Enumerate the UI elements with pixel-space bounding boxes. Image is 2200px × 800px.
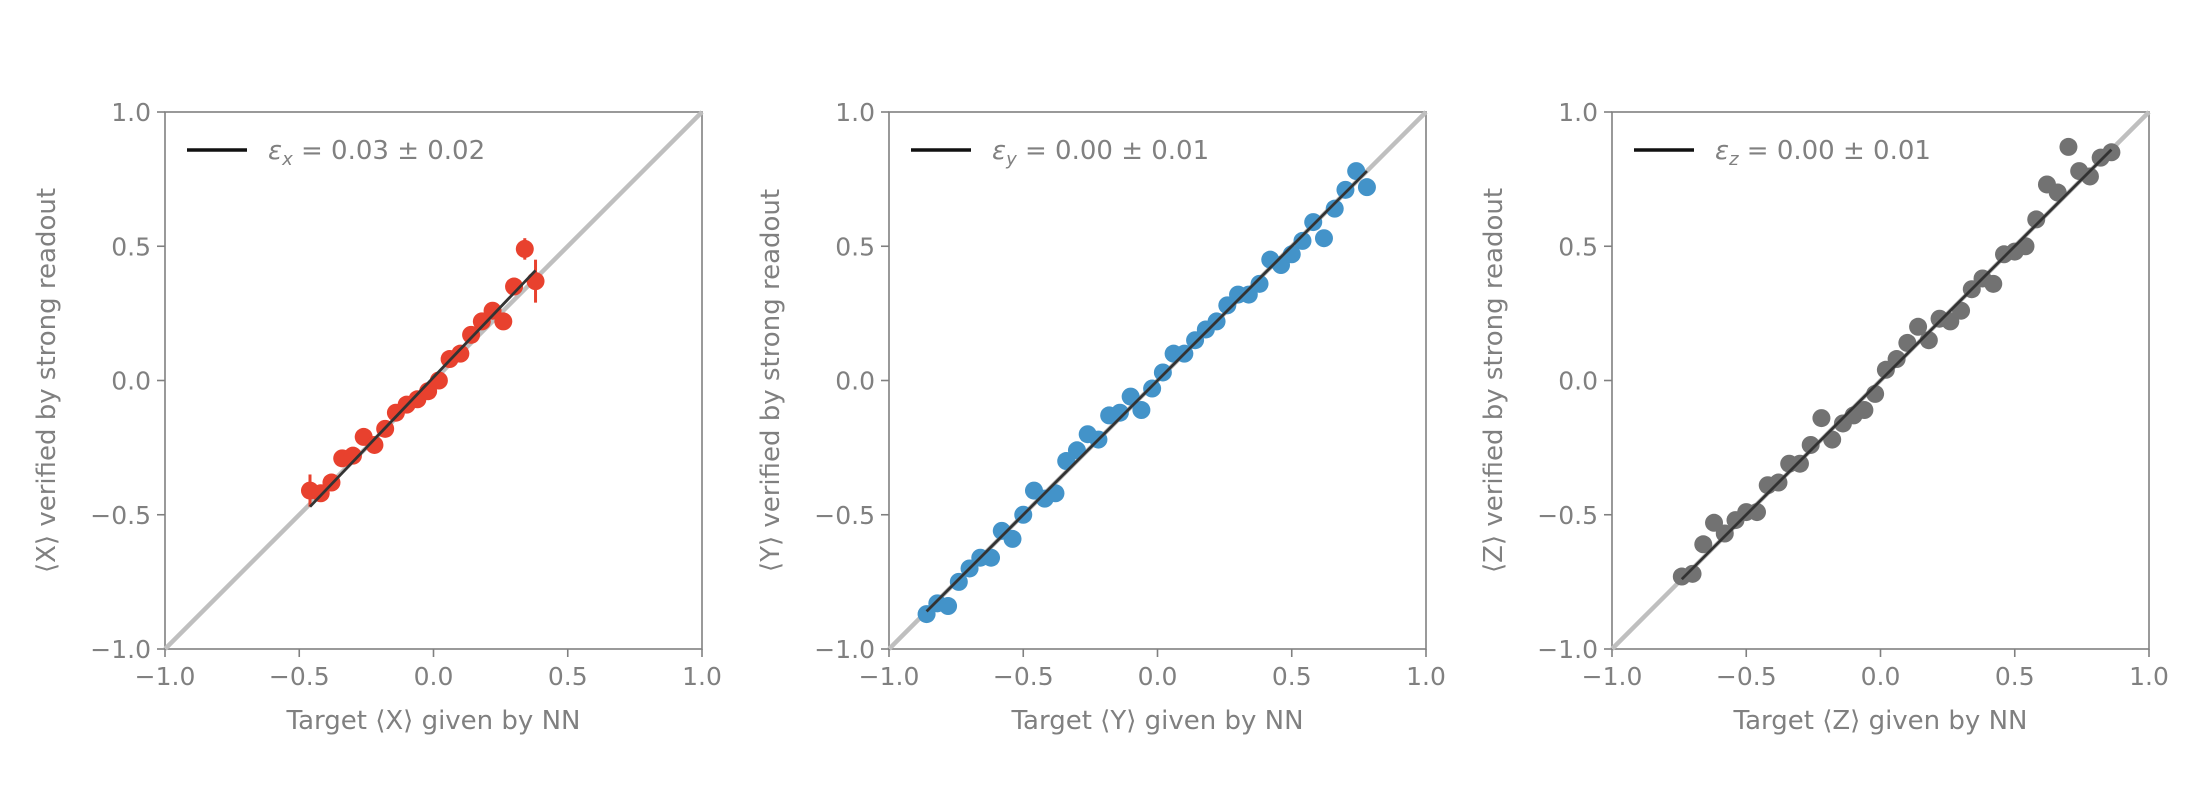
y-tick-label: −0.5 — [1537, 501, 1598, 530]
data-point — [1132, 401, 1151, 420]
data-point — [1250, 274, 1269, 293]
x-tick-label: −1.0 — [135, 662, 196, 691]
data-point — [1801, 435, 1820, 454]
y-axis-label: ⟨Y⟩ verified by strong readout — [756, 189, 786, 572]
x-tick-label: −0.5 — [269, 662, 330, 691]
data-point — [515, 239, 534, 258]
data-point — [1694, 535, 1713, 554]
panel-1: −1.0 −0.5 0.0 0.5 1.0 −1.0 −0.5 0.0 0.5 1.0 Target… — [32, 98, 722, 736]
y-tick-label: −1.0 — [1537, 635, 1598, 664]
data-point — [1003, 529, 1022, 548]
data-point — [1314, 229, 1333, 248]
panel-2: −1.0 −0.5 0.0 0.5 1.0 −1.0 −0.5 0.0 0.5 1.0 Target… — [756, 98, 1446, 736]
y-tick-label: −0.5 — [814, 501, 875, 530]
data-point — [2027, 210, 2046, 229]
fit-line — [925, 170, 1368, 613]
y-tick-label: 1.0 — [1558, 98, 1598, 127]
data-point — [1357, 178, 1376, 197]
y-tick-label: 1.0 — [835, 98, 875, 127]
data-point — [1336, 180, 1355, 199]
data-point — [429, 371, 448, 390]
y-tick-label: 0.5 — [835, 232, 875, 261]
x-tick-label: −1.0 — [1582, 662, 1643, 691]
data-point — [1143, 379, 1162, 398]
data-point — [2059, 137, 2078, 156]
data-point — [939, 597, 958, 616]
data-point — [2102, 143, 2121, 162]
y-tick-label: 0.0 — [1558, 367, 1598, 396]
data-point — [1812, 409, 1831, 428]
data-point — [1293, 231, 1312, 250]
x-tick-label: 1.0 — [1406, 662, 1446, 691]
data-point — [505, 277, 524, 296]
data-point — [462, 325, 481, 344]
y-tick-label: 0.5 — [111, 232, 151, 261]
data-point — [1909, 317, 1928, 336]
data-point — [1887, 350, 1906, 369]
x-tick-label: 0.0 — [1138, 662, 1178, 691]
x-axis-label: Target ⟨Z⟩ given by NN — [1733, 706, 2028, 736]
data-point — [526, 272, 545, 291]
x-tick-label: 1.0 — [2129, 662, 2169, 691]
y-tick-label: 0.0 — [111, 367, 151, 396]
data-point — [1110, 403, 1129, 422]
data-point — [1304, 213, 1323, 232]
y-tick-label: −1.0 — [90, 635, 151, 664]
data-point — [451, 344, 470, 363]
y-tick-label: 1.0 — [111, 98, 151, 127]
fit-line — [308, 269, 537, 508]
data-point — [1790, 454, 1809, 473]
x-axis-label: Target ⟨Y⟩ given by NN — [1010, 706, 1303, 736]
y-tick-label: 0.5 — [1558, 232, 1598, 261]
legend-label: εx = 0.03 ± 0.02 — [268, 136, 485, 170]
x-tick-label: −0.5 — [993, 662, 1054, 691]
y-tick-label: 0.0 — [835, 367, 875, 396]
data-point — [1984, 274, 2003, 293]
y-tick-label: −0.5 — [90, 501, 151, 530]
x-tick-label: 0.5 — [1272, 662, 1312, 691]
x-tick-label: −0.5 — [1716, 662, 1777, 691]
x-tick-label: 1.0 — [682, 662, 722, 691]
data-point — [365, 435, 384, 454]
data-point — [343, 446, 362, 465]
x-tick-label: 0.0 — [1861, 662, 1901, 691]
data-point — [1715, 524, 1734, 543]
y-axis-label: ⟨Z⟩ verified by strong readout — [1479, 188, 1509, 573]
y-tick-label: −1.0 — [814, 635, 875, 664]
x-tick-label: 0.5 — [548, 662, 588, 691]
data-point — [1683, 564, 1702, 583]
panel-3: −1.0 −0.5 0.0 0.5 1.0 −1.0 −0.5 0.0 0.5 1.0 Target… — [1479, 98, 2169, 736]
data-point — [1325, 199, 1344, 218]
x-tick-label: 0.5 — [1995, 662, 2035, 691]
legend-label: εz = 0.00 ± 0.01 — [1715, 136, 1931, 170]
data-point — [949, 572, 968, 591]
data-point — [1153, 363, 1172, 382]
data-point — [494, 312, 513, 331]
x-tick-label: 0.0 — [414, 662, 454, 691]
data-point — [2080, 167, 2099, 186]
fit-line — [1680, 148, 2113, 581]
x-axis-label: Target ⟨X⟩ given by NN — [286, 706, 581, 736]
y-axis-label: ⟨X⟩ verified by strong readout — [32, 188, 62, 573]
legend-label: εy = 0.00 ± 0.01 — [992, 136, 1209, 170]
data-point — [1855, 401, 1874, 420]
x-tick-label: −1.0 — [859, 662, 920, 691]
